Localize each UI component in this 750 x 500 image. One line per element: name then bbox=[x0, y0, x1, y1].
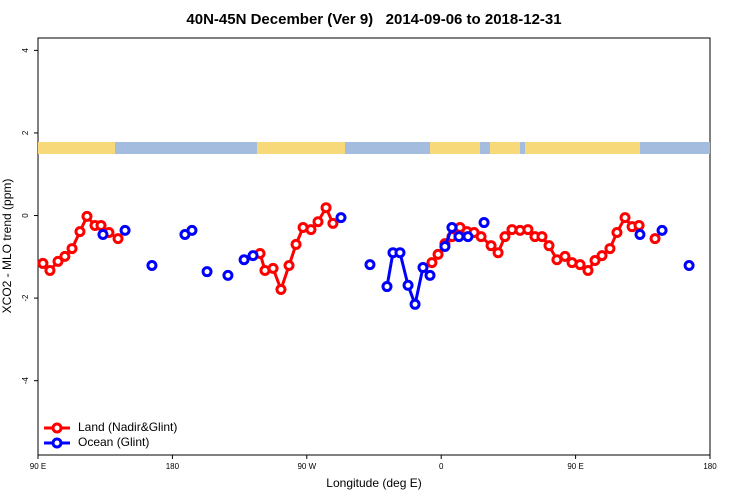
data-point bbox=[475, 231, 487, 243]
data-point bbox=[453, 231, 465, 243]
data-point bbox=[426, 257, 438, 269]
data-point bbox=[95, 219, 107, 231]
data-point bbox=[74, 226, 86, 238]
data-point bbox=[409, 298, 421, 310]
data-point bbox=[522, 224, 534, 236]
data-point bbox=[543, 240, 555, 252]
data-point bbox=[37, 257, 49, 269]
data-point bbox=[394, 247, 406, 259]
data-point bbox=[327, 217, 339, 229]
x-axis-label: Longitude (deg E) bbox=[326, 476, 421, 490]
plot-frame bbox=[37, 37, 711, 456]
y-tick-label: -4 bbox=[21, 377, 30, 385]
data-point bbox=[559, 250, 571, 262]
data-point bbox=[267, 262, 279, 274]
data-point bbox=[119, 224, 131, 236]
y-tick-label: -2 bbox=[21, 294, 30, 302]
data-point bbox=[238, 254, 250, 266]
legend-label: Ocean (Glint) bbox=[78, 435, 149, 449]
land-band bbox=[490, 142, 520, 154]
land-band bbox=[257, 142, 345, 154]
data-point bbox=[283, 259, 295, 271]
series-line bbox=[43, 208, 655, 290]
legend-marker bbox=[51, 437, 63, 449]
data-point bbox=[364, 259, 376, 271]
data-point bbox=[589, 255, 601, 267]
data-point bbox=[656, 224, 668, 236]
data-point bbox=[312, 216, 324, 228]
x-tick-label: 180 bbox=[703, 462, 717, 471]
data-point bbox=[492, 247, 504, 259]
data-point bbox=[439, 241, 451, 252]
y-tick-label: 4 bbox=[21, 48, 30, 53]
data-point bbox=[402, 279, 414, 291]
data-point bbox=[112, 233, 124, 245]
data-point bbox=[619, 212, 631, 224]
data-point bbox=[52, 255, 64, 267]
x-tick-label: 90 E bbox=[567, 462, 583, 471]
data-point bbox=[305, 224, 317, 236]
data-point bbox=[290, 238, 302, 250]
data-point bbox=[536, 231, 548, 243]
chart-title: 40N-45N December (Ver 9) 2014-09-06 to 2… bbox=[186, 11, 561, 28]
data-point bbox=[424, 269, 436, 281]
data-point bbox=[146, 259, 158, 271]
data-point bbox=[596, 250, 608, 262]
data-point bbox=[683, 259, 695, 271]
data-point bbox=[582, 264, 594, 276]
data-point bbox=[634, 229, 646, 241]
y-tick-label: 2 bbox=[21, 130, 30, 135]
data-point bbox=[381, 281, 393, 293]
data-point bbox=[81, 210, 93, 222]
y-axis-label: XCO2 - MLO trend (ppm) bbox=[0, 179, 14, 314]
data-point bbox=[222, 269, 234, 281]
data-point bbox=[649, 233, 661, 245]
data-point bbox=[611, 226, 623, 238]
data-point bbox=[417, 262, 429, 274]
land-band bbox=[38, 142, 115, 154]
x-tick-label: 0 bbox=[439, 462, 444, 471]
legend-marker bbox=[51, 422, 63, 434]
data-point bbox=[499, 231, 511, 243]
data-point bbox=[97, 229, 109, 241]
data-point bbox=[44, 264, 56, 276]
x-tick-label: 90 W bbox=[297, 462, 316, 471]
land-band bbox=[525, 142, 640, 154]
data-point bbox=[478, 217, 490, 229]
data-point bbox=[59, 250, 71, 262]
data-point bbox=[275, 283, 287, 295]
surface-band bbox=[38, 142, 710, 154]
data-point bbox=[432, 248, 444, 260]
data-point bbox=[335, 212, 347, 224]
data-point bbox=[633, 219, 645, 231]
data-point bbox=[485, 240, 497, 252]
data-point bbox=[201, 266, 213, 278]
data-point bbox=[574, 259, 586, 271]
data-point bbox=[462, 231, 474, 243]
x-tick-label: 180 bbox=[166, 462, 180, 471]
data-point bbox=[247, 250, 259, 262]
land-band bbox=[430, 142, 480, 154]
data-point bbox=[446, 222, 458, 234]
data-point bbox=[66, 243, 78, 255]
x-tick-label: 90 E bbox=[30, 462, 46, 471]
data-point bbox=[320, 202, 332, 214]
data-point bbox=[186, 224, 198, 236]
data-point bbox=[604, 243, 616, 255]
legend-label: Land (Nadir&Glint) bbox=[78, 420, 177, 434]
y-tick-label: 0 bbox=[21, 213, 30, 218]
